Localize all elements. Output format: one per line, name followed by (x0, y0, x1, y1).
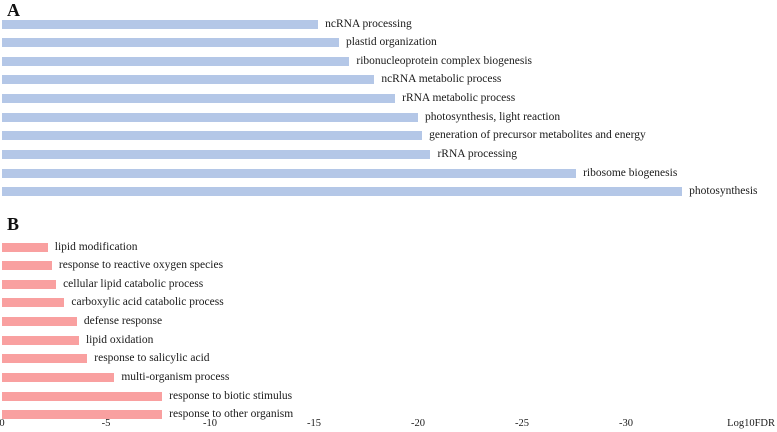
bar-label: response to reactive oxygen species (58, 259, 224, 272)
x-axis-tick: -5 (101, 418, 111, 429)
panel-b-letter: B (7, 214, 20, 234)
bar (2, 391, 163, 401)
bar-row: defense response (0, 315, 777, 328)
bar (2, 150, 431, 160)
bar-row: ncRNA processing (0, 17, 777, 30)
bar-row: lipid oxidation (0, 333, 777, 346)
bar-row: response to reactive oxygen species (0, 259, 777, 272)
bar (2, 242, 48, 252)
bar-row: ncRNA metabolic process (0, 73, 777, 86)
bar (2, 56, 350, 66)
bar-label: photosynthesis (689, 185, 758, 198)
bar (2, 168, 577, 178)
bar-label: rRNA processing (437, 148, 518, 161)
bar-row: rRNA processing (0, 148, 777, 161)
bar-label: ncRNA metabolic process (381, 73, 502, 86)
bar-row: response to biotic stimulus (0, 389, 777, 402)
bar-label: defense response (83, 315, 163, 328)
bar-row: cellular lipid catabolic process (0, 277, 777, 290)
bar (2, 38, 339, 48)
bar-row: ribosome biogenesis (0, 166, 777, 179)
bar-row: ribonucleoprotein complex biogenesis (0, 54, 777, 67)
bar-label: rRNA metabolic process (402, 92, 516, 105)
bar (2, 19, 319, 29)
x-axis-label: Log10FDR (727, 418, 775, 429)
bar (2, 410, 163, 420)
bar-label: response to other organism (169, 408, 294, 421)
bar (2, 317, 77, 327)
bar-row: response to salicylic acid (0, 352, 777, 365)
bar (2, 354, 88, 364)
panel-a-letter: A (7, 0, 20, 20)
bar-row: multi-organism process (0, 371, 777, 384)
bar-row: photosynthesis, light reaction (0, 110, 777, 123)
bar-label: ncRNA processing (325, 17, 412, 30)
bar-row: photosynthesis (0, 185, 777, 198)
x-axis-tick: -30 (619, 418, 633, 429)
bar (2, 94, 396, 104)
bar-label: generation of precursor metabolites and … (429, 129, 646, 142)
bar-row: rRNA metabolic process (0, 92, 777, 105)
bar (2, 75, 375, 85)
x-axis-tick: -10 (203, 418, 217, 429)
bar (2, 131, 423, 141)
bar-label: carboxylic acid catabolic process (71, 296, 224, 309)
bar-label: cellular lipid catabolic process (63, 277, 204, 290)
bar-row: response to other organism (0, 408, 777, 421)
bar (2, 261, 52, 271)
bar-row: carboxylic acid catabolic process (0, 296, 777, 309)
bar-row: lipid modification (0, 240, 777, 253)
bar-label: multi-organism process (121, 371, 230, 384)
bar-row: generation of precursor metabolites and … (0, 129, 777, 142)
x-axis-tick: -15 (307, 418, 321, 429)
bar (2, 279, 57, 289)
bar (2, 335, 79, 345)
bar (2, 112, 418, 122)
x-axis-tick: -20 (411, 418, 425, 429)
bar (2, 187, 683, 197)
bar-label: lipid oxidation (85, 333, 154, 346)
x-axis-tick: -25 (515, 418, 529, 429)
bar-label: response to biotic stimulus (169, 389, 293, 402)
bar-label: ribosome biogenesis (583, 166, 678, 179)
bar (2, 373, 115, 383)
x-axis-tick: 0 (0, 418, 5, 429)
bar-label: lipid modification (54, 240, 138, 253)
bar (2, 298, 65, 308)
bar-row: plastid organization (0, 36, 777, 49)
bar-label: ribonucleoprotein complex biogenesis (356, 54, 533, 67)
bar-label: plastid organization (345, 36, 437, 49)
bar-label: photosynthesis, light reaction (425, 110, 561, 123)
bar-label: response to salicylic acid (94, 352, 210, 365)
